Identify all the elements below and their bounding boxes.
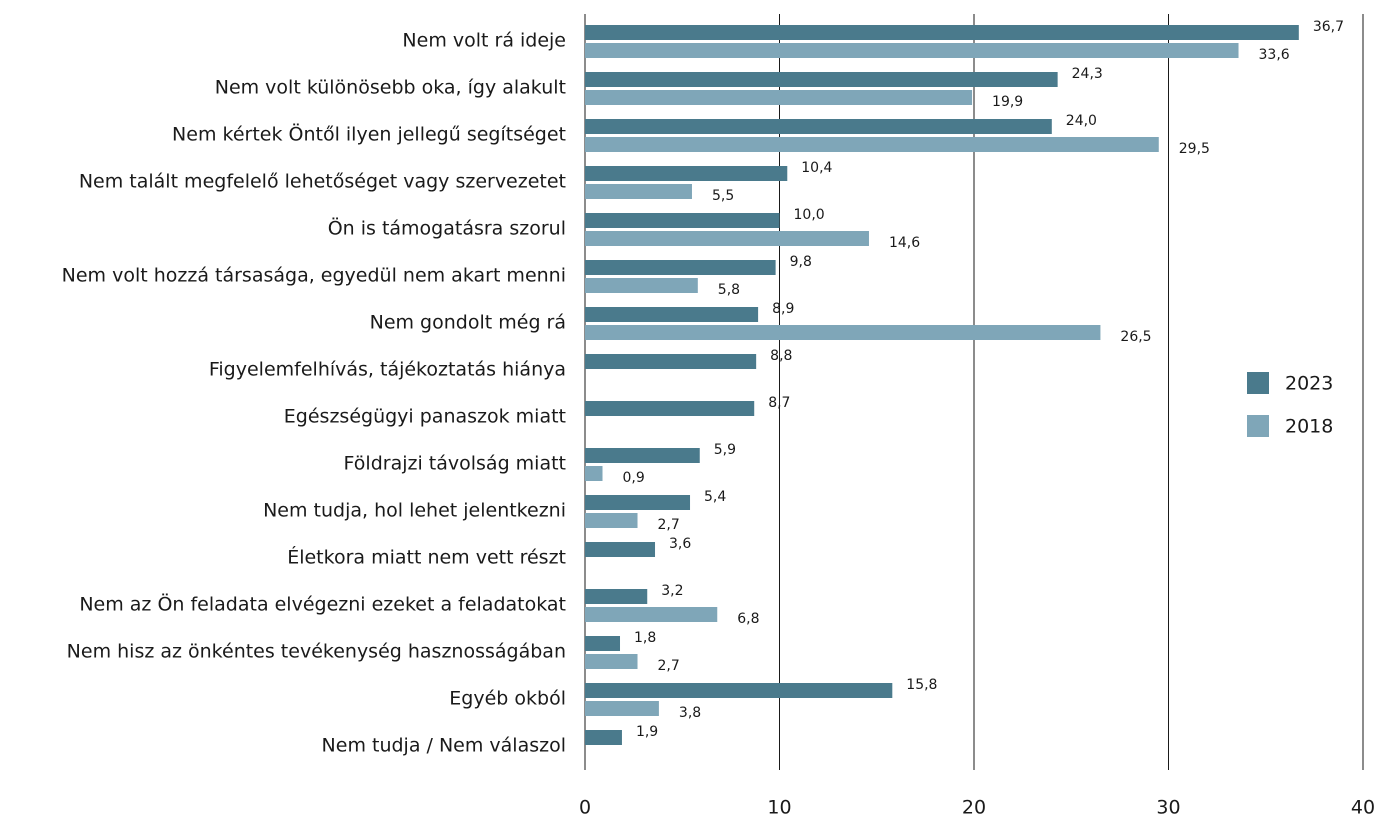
bar [585,72,1058,87]
value-label: 5,4 [704,489,726,505]
value-label: 26,5 [1120,329,1151,345]
bar [585,466,603,481]
category-label: Figyelemfelhívás, tájékoztatás hiánya [209,359,566,381]
value-label: 2,7 [658,658,680,674]
bar [585,137,1159,152]
bar [585,90,973,105]
category-label: Nem volt rá ideje [402,30,566,52]
category-label: Nem hisz az önkéntes tevékenység hasznos… [67,641,566,663]
bar [585,513,638,528]
category-label: Nem tudja / Nem válaszol [322,735,566,757]
value-label: 10,0 [794,207,825,223]
category-label: Egyéb okból [449,688,566,710]
category-label: Nem kértek Öntől ilyen jellegű segítsége… [172,123,566,146]
x-tick-label: 20 [962,797,986,818]
bar [585,589,648,604]
category-label: Nem volt különösebb oka, így alakult [215,77,566,99]
value-label: 2,7 [658,517,680,533]
value-label: 1,8 [634,630,656,646]
value-label: 8,9 [772,301,794,317]
bar [585,260,776,275]
bar [585,401,755,416]
bar [585,231,869,246]
bar [585,213,780,228]
bar [585,654,638,669]
bar [585,683,893,698]
value-label: 19,9 [992,94,1023,110]
bar [585,184,692,199]
bar [585,119,1052,134]
category-label: Földrajzi távolság miatt [344,453,566,475]
value-label: 24,0 [1066,113,1097,129]
bar [585,325,1101,340]
value-label: 5,5 [712,188,734,204]
x-tick-label: 30 [1156,797,1180,818]
value-label: 8,7 [768,395,790,411]
legend-label: 2018 [1285,416,1333,438]
bar [585,542,656,557]
category-label: Életkora miatt nem vett részt [287,546,566,569]
bar [585,701,659,716]
bar [585,607,718,622]
x-tick-label: 10 [767,797,791,818]
value-label: 24,3 [1072,66,1103,82]
value-label: 0,9 [623,470,645,486]
value-label: 3,6 [669,536,691,552]
category-label: Nem az Ön feladata elvégezni ezeket a fe… [79,593,566,616]
value-label: 14,6 [889,235,920,251]
category-label: Egészségügyi panaszok miatt [284,406,566,428]
value-label: 9,8 [790,254,812,270]
category-label: Nem gondolt még rá [370,312,566,334]
value-label: 1,9 [636,724,658,740]
value-label: 3,8 [679,705,701,721]
legend-label: 2023 [1285,373,1333,395]
value-label: 5,8 [718,282,740,298]
bar [585,636,621,651]
category-label: Ön is támogatásra szorul [328,217,566,240]
value-label: 15,8 [906,677,937,693]
bar [585,495,691,510]
category-label: Nem tudja, hol lehet jelentkezni [263,500,566,522]
bar [585,25,1299,40]
bar [585,730,622,745]
bar [585,448,700,463]
bar [585,166,788,181]
category-label: Nem volt hozzá társasága, egyedül nem ak… [62,265,566,287]
value-label: 33,6 [1259,47,1290,63]
category-label: Nem talált megfelelő lehetőséget vagy sz… [79,171,566,193]
value-label: 10,4 [801,160,832,176]
bar [585,278,698,293]
bar [585,307,759,322]
x-tick-label: 40 [1351,797,1375,818]
bar [585,354,757,369]
value-label: 36,7 [1313,19,1344,35]
value-label: 29,5 [1179,141,1210,157]
value-label: 5,9 [714,442,736,458]
value-label: 8,8 [770,348,792,364]
x-tick-label: 0 [579,797,591,818]
bar [585,43,1239,58]
value-label: 6,8 [737,611,759,627]
legend-swatch [1247,415,1269,437]
legend-swatch [1247,372,1269,394]
value-label: 3,2 [661,583,683,599]
